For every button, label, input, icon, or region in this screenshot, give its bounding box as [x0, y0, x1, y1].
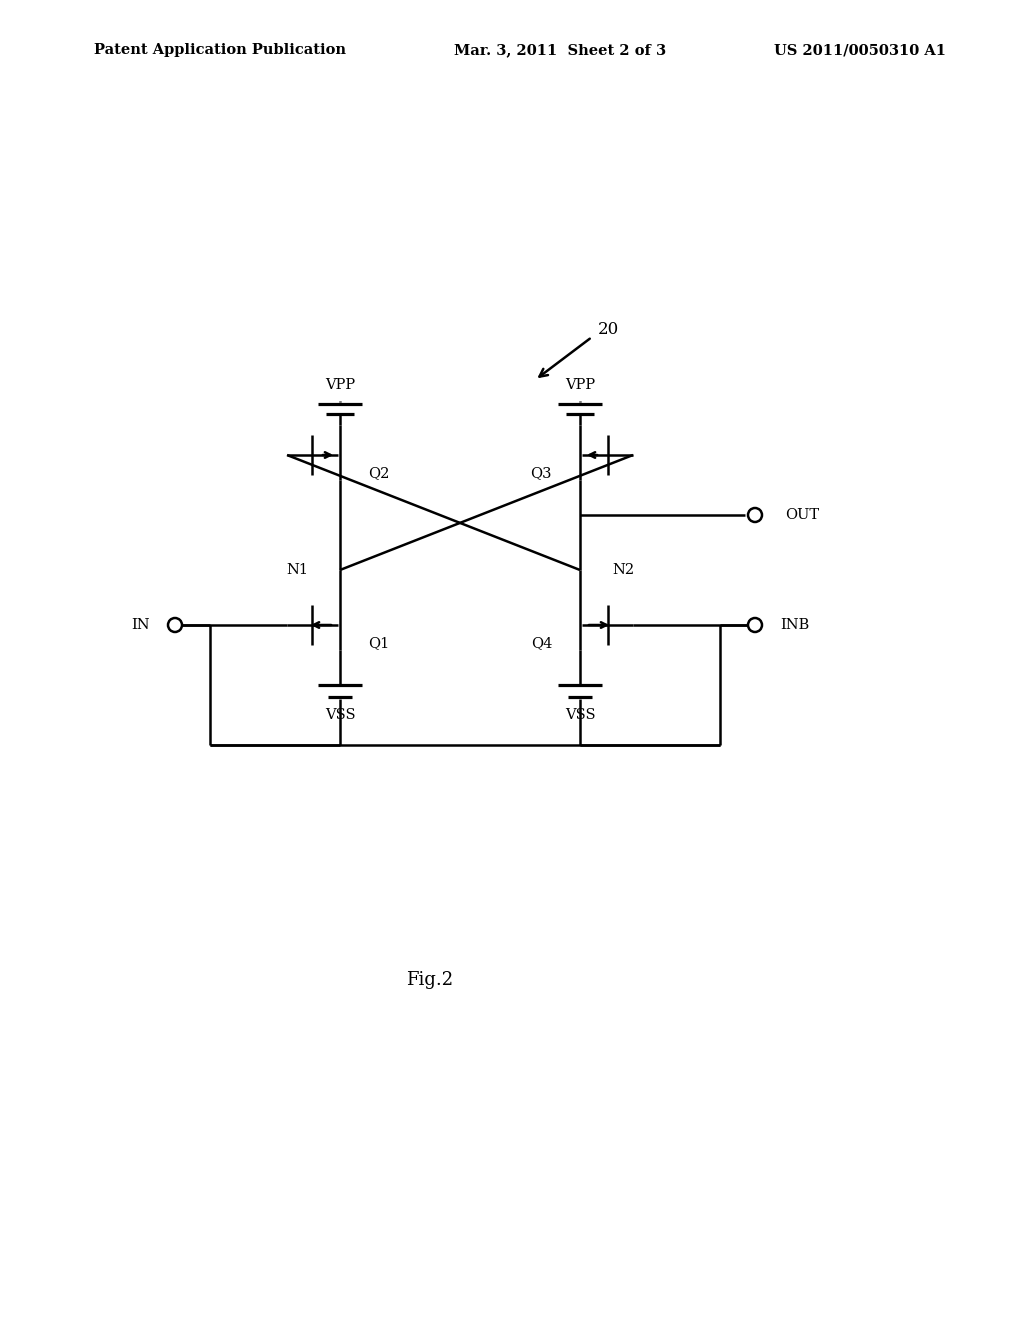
Text: Mar. 3, 2011  Sheet 2 of 3: Mar. 3, 2011 Sheet 2 of 3 [454, 44, 666, 57]
Text: INB: INB [780, 618, 809, 632]
Text: 20: 20 [598, 322, 620, 338]
Text: Q3: Q3 [530, 466, 552, 480]
Text: IN: IN [131, 618, 150, 632]
Text: OUT: OUT [785, 508, 819, 521]
Text: US 2011/0050310 A1: US 2011/0050310 A1 [774, 44, 946, 57]
Text: VSS: VSS [325, 708, 355, 722]
Text: Q4: Q4 [530, 636, 552, 649]
Text: VPP: VPP [565, 378, 595, 392]
Text: N2: N2 [612, 564, 634, 577]
Text: Q1: Q1 [368, 636, 389, 649]
Text: N1: N1 [286, 564, 308, 577]
Text: Fig.2: Fig.2 [407, 972, 454, 989]
Text: Patent Application Publication: Patent Application Publication [94, 44, 346, 57]
Text: Q2: Q2 [368, 466, 389, 480]
Text: VSS: VSS [564, 708, 595, 722]
Text: VPP: VPP [325, 378, 355, 392]
